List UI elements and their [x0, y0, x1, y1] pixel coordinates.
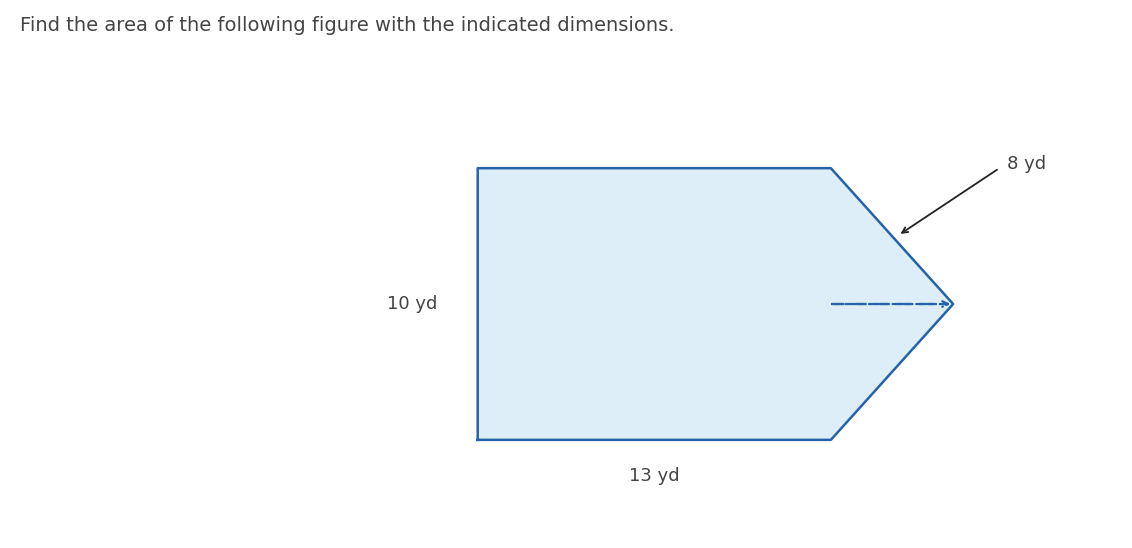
- Text: Find the area of the following figure with the indicated dimensions.: Find the area of the following figure wi…: [20, 16, 675, 36]
- Text: 10 yd: 10 yd: [386, 295, 437, 313]
- Text: 13 yd: 13 yd: [629, 467, 679, 485]
- Polygon shape: [478, 168, 953, 440]
- Text: 8 yd: 8 yd: [1007, 155, 1047, 173]
